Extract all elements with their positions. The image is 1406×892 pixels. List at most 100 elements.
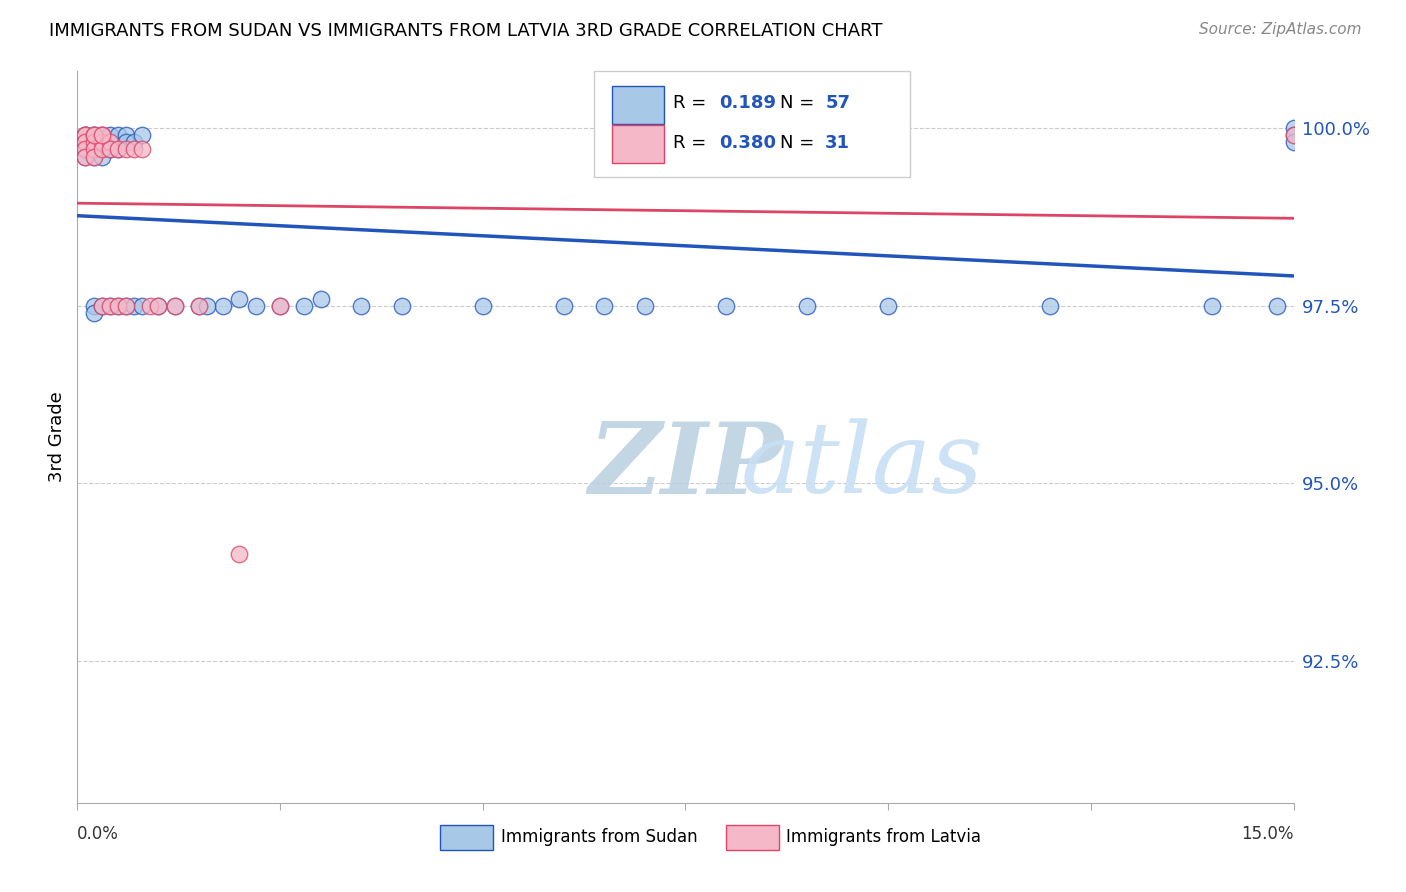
Point — [228, 292, 250, 306]
Point — [90, 136, 112, 150]
Point — [115, 136, 138, 150]
Point — [471, 299, 494, 313]
Point — [1282, 128, 1305, 143]
Text: R =: R = — [673, 94, 706, 112]
Point — [90, 136, 112, 150]
Point — [269, 299, 291, 313]
Point — [391, 299, 413, 313]
Point — [83, 306, 105, 320]
Point — [228, 547, 250, 561]
Point — [75, 150, 97, 164]
Text: Immigrants from Sudan: Immigrants from Sudan — [501, 828, 697, 847]
Point — [75, 136, 97, 150]
Point — [75, 136, 97, 150]
Text: N =: N = — [780, 94, 814, 112]
Point — [212, 299, 235, 313]
Text: 31: 31 — [825, 134, 851, 152]
Point — [309, 292, 332, 306]
Point — [122, 299, 145, 313]
Point — [83, 150, 105, 164]
Point — [245, 299, 267, 313]
Point — [188, 299, 211, 313]
Point — [350, 299, 373, 313]
Text: 0.0%: 0.0% — [77, 825, 120, 843]
Point — [107, 143, 129, 157]
Point — [98, 143, 121, 157]
Point — [98, 136, 121, 150]
Point — [269, 299, 291, 313]
FancyBboxPatch shape — [725, 825, 779, 850]
Point — [292, 299, 315, 313]
Text: N =: N = — [780, 134, 814, 152]
Point — [107, 299, 129, 313]
Point — [131, 299, 153, 313]
Point — [83, 128, 105, 143]
Point — [90, 128, 112, 143]
Point — [98, 136, 121, 150]
Point — [75, 143, 97, 157]
Text: Immigrants from Latvia: Immigrants from Latvia — [786, 828, 981, 847]
Point — [122, 143, 145, 157]
Point — [75, 150, 97, 164]
Point — [115, 299, 138, 313]
Point — [107, 128, 129, 143]
Text: 0.189: 0.189 — [720, 94, 776, 112]
Point — [148, 299, 170, 313]
Point — [75, 128, 97, 143]
Point — [115, 128, 138, 143]
Point — [634, 299, 657, 313]
Point — [83, 128, 105, 143]
FancyBboxPatch shape — [595, 71, 911, 178]
Point — [195, 299, 218, 313]
Point — [83, 150, 105, 164]
Point — [107, 143, 129, 157]
Point — [122, 136, 145, 150]
Point — [83, 136, 105, 150]
Point — [75, 128, 97, 143]
Point — [98, 299, 121, 313]
Point — [131, 143, 153, 157]
Point — [107, 299, 129, 313]
Point — [75, 128, 97, 143]
Text: IMMIGRANTS FROM SUDAN VS IMMIGRANTS FROM LATVIA 3RD GRADE CORRELATION CHART: IMMIGRANTS FROM SUDAN VS IMMIGRANTS FROM… — [49, 22, 883, 40]
Point — [98, 143, 121, 157]
Point — [1282, 121, 1305, 136]
Point — [90, 150, 112, 164]
Point — [1282, 136, 1305, 150]
Text: 0.380: 0.380 — [720, 134, 776, 152]
FancyBboxPatch shape — [613, 125, 664, 163]
Point — [714, 299, 737, 313]
Text: Source: ZipAtlas.com: Source: ZipAtlas.com — [1198, 22, 1361, 37]
Point — [90, 299, 112, 313]
Point — [188, 299, 211, 313]
Point — [90, 128, 112, 143]
Point — [877, 299, 900, 313]
Point — [90, 143, 112, 157]
Point — [115, 299, 138, 313]
Point — [75, 136, 97, 150]
FancyBboxPatch shape — [613, 86, 664, 124]
Point — [75, 143, 97, 157]
Point — [1201, 299, 1223, 313]
Point — [83, 136, 105, 150]
Point — [1265, 299, 1288, 313]
Point — [83, 128, 105, 143]
Point — [83, 143, 105, 157]
Point — [90, 143, 112, 157]
Text: R =: R = — [673, 134, 706, 152]
Point — [131, 128, 153, 143]
Point — [98, 128, 121, 143]
Text: atlas: atlas — [740, 418, 983, 514]
Point — [139, 299, 162, 313]
Point — [83, 299, 105, 313]
Y-axis label: 3rd Grade: 3rd Grade — [48, 392, 66, 483]
Point — [90, 128, 112, 143]
Point — [593, 299, 616, 313]
Text: 57: 57 — [825, 94, 851, 112]
Point — [98, 299, 121, 313]
Point — [1039, 299, 1062, 313]
Point — [796, 299, 818, 313]
FancyBboxPatch shape — [440, 825, 494, 850]
Point — [75, 128, 97, 143]
Point — [83, 143, 105, 157]
